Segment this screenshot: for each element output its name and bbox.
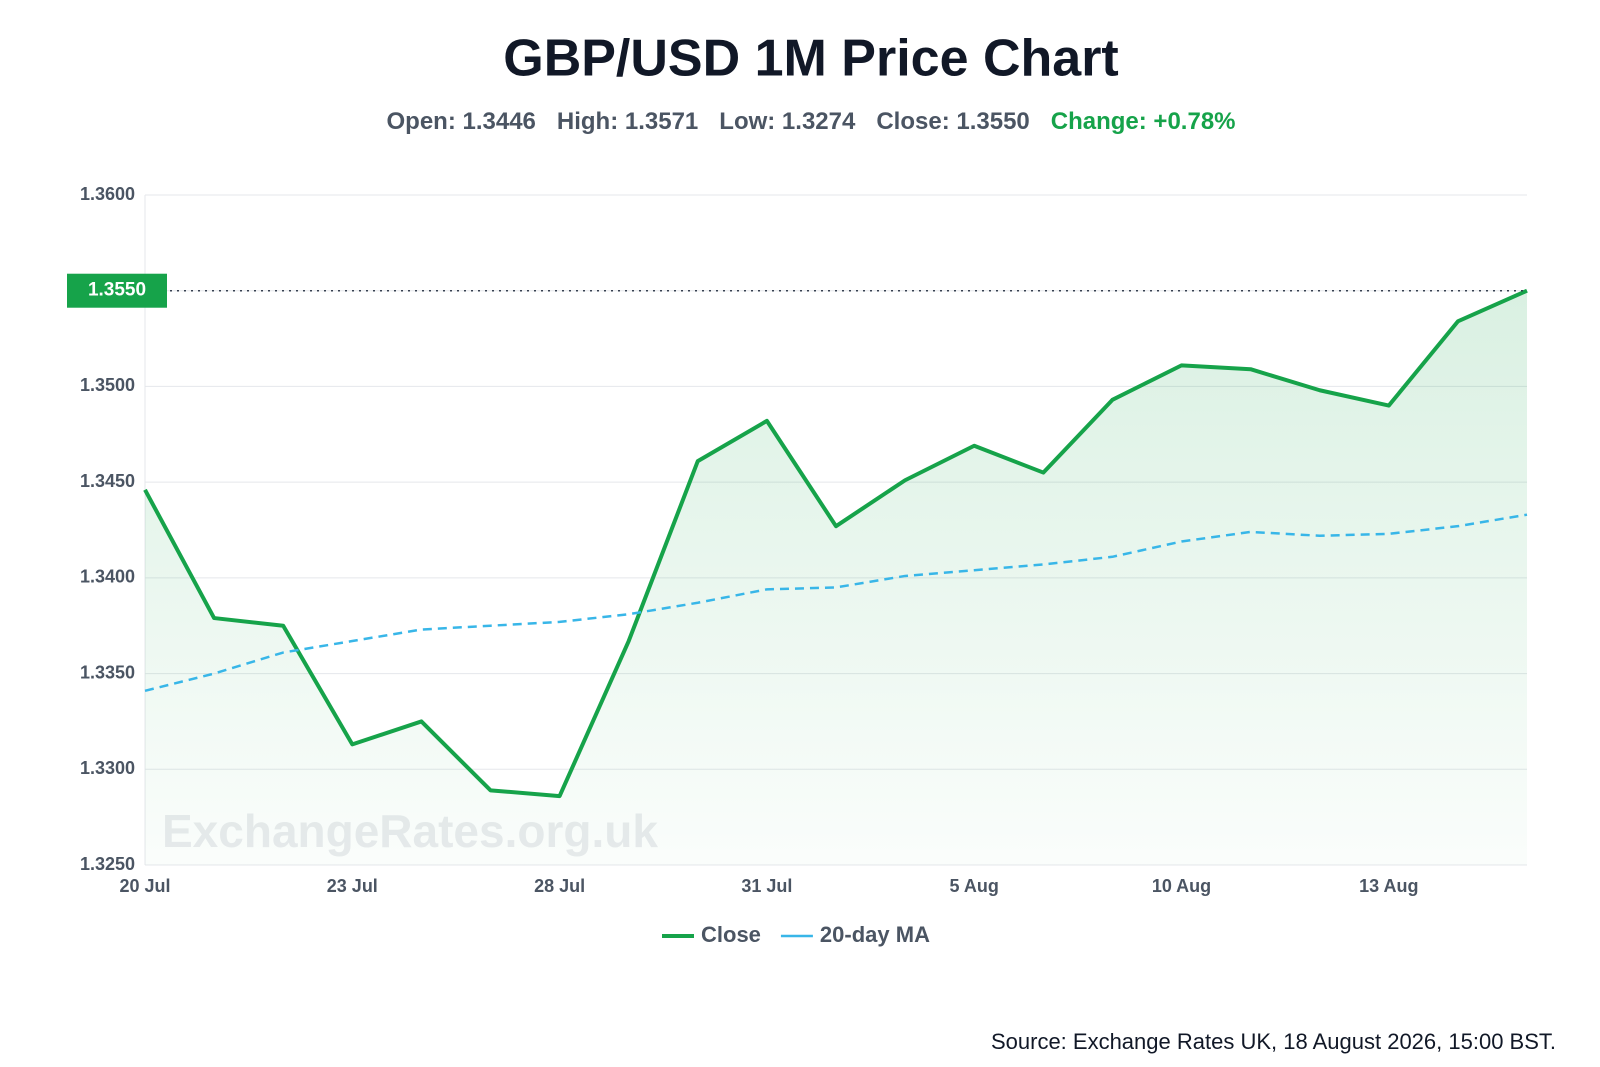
stat: Open: 1.3446: [386, 108, 535, 135]
stat: Low: 1.3274: [719, 108, 856, 135]
change: Change: +0.78%: [1051, 108, 1236, 135]
stat: High: 1.3571: [557, 108, 698, 135]
subtitle: Open: 1.3446 High: 1.3571 Low: 1.3274 Close…: [386, 108, 1235, 135]
last-price-badge: [67, 273, 167, 308]
x-tick-label: 5 Aug: [950, 876, 999, 896]
x-tick-label: 23 Jul: [327, 876, 378, 896]
y-tick-label: 1.3450: [80, 471, 135, 491]
y-tick-label: 1.3400: [80, 567, 135, 587]
y-tick-label: 1.3600: [80, 184, 135, 204]
last-price-label: 1.3550: [88, 280, 146, 301]
legend-label: 20-day MA: [820, 922, 930, 947]
source: Source: Exchange Rates UK, 18 August 202…: [991, 1029, 1556, 1054]
legend-label: Close: [701, 922, 761, 947]
area: [145, 290, 1527, 865]
y-tick-label: 1.3350: [80, 662, 135, 682]
x-tick-label: 10 Aug: [1152, 876, 1211, 896]
chart-title: GBP/USD 1M Price Chart: [503, 30, 1119, 88]
stat: Close: 1.3550: [876, 108, 1029, 135]
x-tick-label: 31 Jul: [741, 876, 792, 896]
x-tick-label: 20 Jul: [119, 876, 170, 896]
y-tick-label: 1.3500: [80, 375, 135, 395]
y-tick-label: 1.3300: [80, 758, 135, 778]
line: [143, 288, 1528, 799]
x-tick-label: 13 Aug: [1359, 876, 1418, 896]
y-tick-label: 1.3250: [80, 854, 135, 874]
x-tick-label: 28 Jul: [534, 876, 585, 896]
